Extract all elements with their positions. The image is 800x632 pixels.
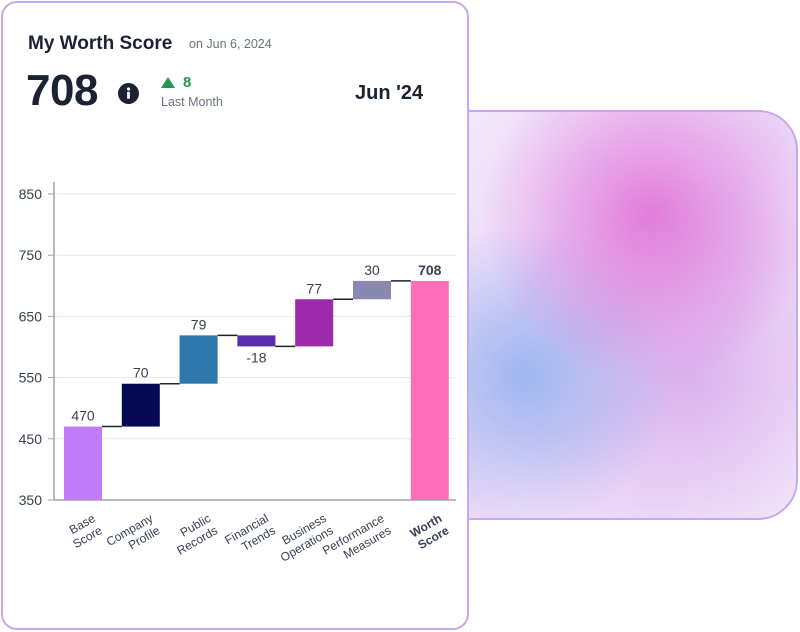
value-label: 77 (306, 280, 322, 296)
value-label: 70 (133, 365, 149, 381)
decorative-gradient-card (430, 110, 798, 520)
worth-score-value: 708 (26, 66, 98, 115)
value-label: -18 (246, 349, 266, 365)
value-label: 708 (418, 262, 442, 278)
y-tick-label: 350 (19, 492, 43, 508)
waterfall-bar (353, 280, 391, 300)
waterfall-bar (410, 280, 449, 500)
y-tick-label: 450 (19, 431, 43, 447)
value-label: 30 (364, 262, 380, 278)
waterfall-bar (179, 335, 218, 384)
up-arrow-icon (161, 77, 175, 88)
value-label: 79 (191, 316, 207, 332)
info-icon[interactable] (118, 83, 139, 104)
value-label: 470 (71, 408, 95, 424)
y-tick-label: 750 (19, 247, 43, 263)
worth-score-card (1, 1, 469, 630)
waterfall-bar (121, 383, 160, 427)
card-title: My Worth Score (28, 33, 173, 54)
score-delta-label: Last Month (161, 95, 223, 109)
y-tick-label: 550 (19, 370, 43, 386)
y-tick-label: 650 (19, 308, 43, 324)
waterfall-chart: 350 450 550 650 750 850 470 70 79 -18 77 30 708 BaseS… (19, 182, 456, 565)
waterfall-bar (295, 299, 334, 347)
waterfall-bar (64, 426, 102, 500)
y-tick-label: 850 (19, 186, 43, 202)
period-label: Jun '24 (355, 82, 424, 104)
waterfall-bar (237, 335, 276, 347)
as-of-date: on Jun 6, 2024 (189, 37, 272, 51)
score-delta-value: 8 (183, 74, 192, 91)
